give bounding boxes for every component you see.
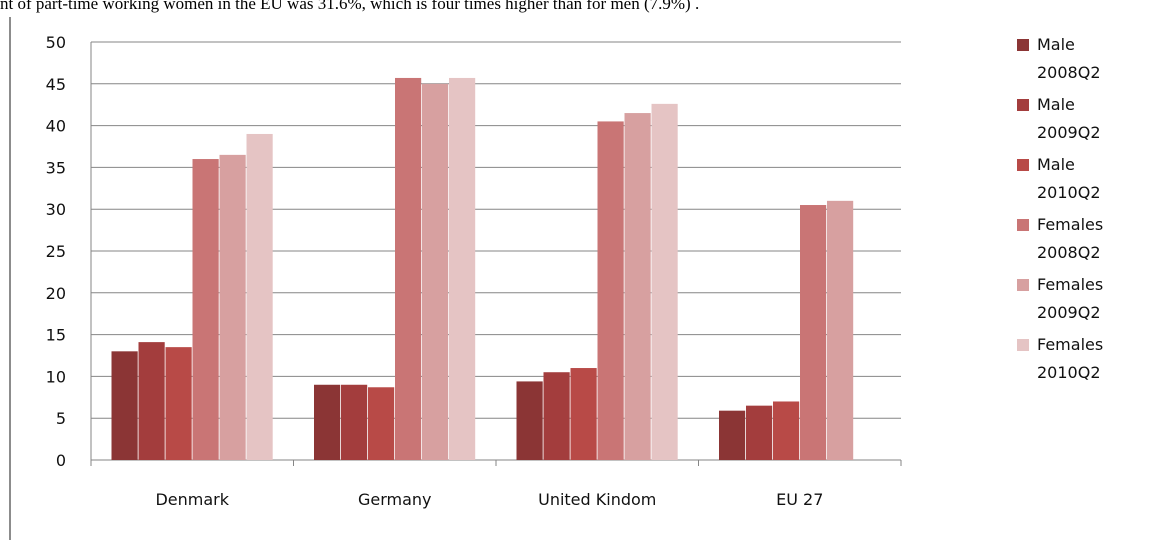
bar [314,384,341,460]
y-tick-label: 15 [46,326,66,345]
bar [570,368,597,460]
x-category-label: EU 27 [776,490,823,509]
bar [395,77,422,460]
legend-label: 2009Q2 [1037,123,1101,142]
legend-label: 2009Q2 [1037,303,1101,322]
legend-label: 2008Q2 [1037,63,1101,82]
bar [368,387,395,460]
legend-label: Females [1037,275,1103,294]
bar [192,159,219,461]
y-tick-label: 5 [56,409,66,428]
x-category-label: Germany [358,490,432,509]
legend-label: Male [1037,35,1075,54]
bar [773,401,800,460]
bar [651,103,678,460]
bar [138,342,165,460]
bar [422,83,449,461]
x-category-label: United Kindom [538,490,656,509]
y-tick-label: 50 [46,33,66,52]
y-tick-label: 10 [46,367,66,386]
bar [827,200,854,460]
y-tick-label: 20 [46,284,66,303]
bar [597,121,624,461]
bar [219,154,246,461]
legend-swatch [1017,219,1029,231]
legend-swatch [1017,339,1029,351]
y-tick-label: 40 [46,117,66,136]
x-category-label: Denmark [155,490,229,509]
bar [719,410,746,460]
caption-text: nt of part-time working women in the EU … [0,0,700,13]
legend-label: 2010Q2 [1037,363,1101,382]
bar [746,405,773,460]
legend-swatch [1017,39,1029,51]
bar [516,381,543,460]
legend-label: Male [1037,155,1075,174]
legend-swatch [1017,99,1029,111]
legend-label: Females [1037,335,1103,354]
y-tick-label: 45 [46,75,66,94]
bar [111,351,138,460]
bar [624,113,651,460]
bar [543,372,570,460]
y-tick-label: 35 [46,158,66,177]
legend-label: 2008Q2 [1037,243,1101,262]
bar [165,347,192,460]
bar [449,77,476,460]
legend-swatch [1017,159,1029,171]
legend-swatch [1017,279,1029,291]
legend-label: Male [1037,95,1075,114]
legend-label: 2010Q2 [1037,183,1101,202]
chart-frame [9,17,1157,540]
y-tick-label: 30 [46,200,66,219]
bar [800,205,827,460]
bar [341,384,368,460]
y-tick-label: 25 [46,242,66,261]
y-tick-label: 0 [56,451,66,470]
bar [246,133,273,460]
legend-label: Females [1037,215,1103,234]
